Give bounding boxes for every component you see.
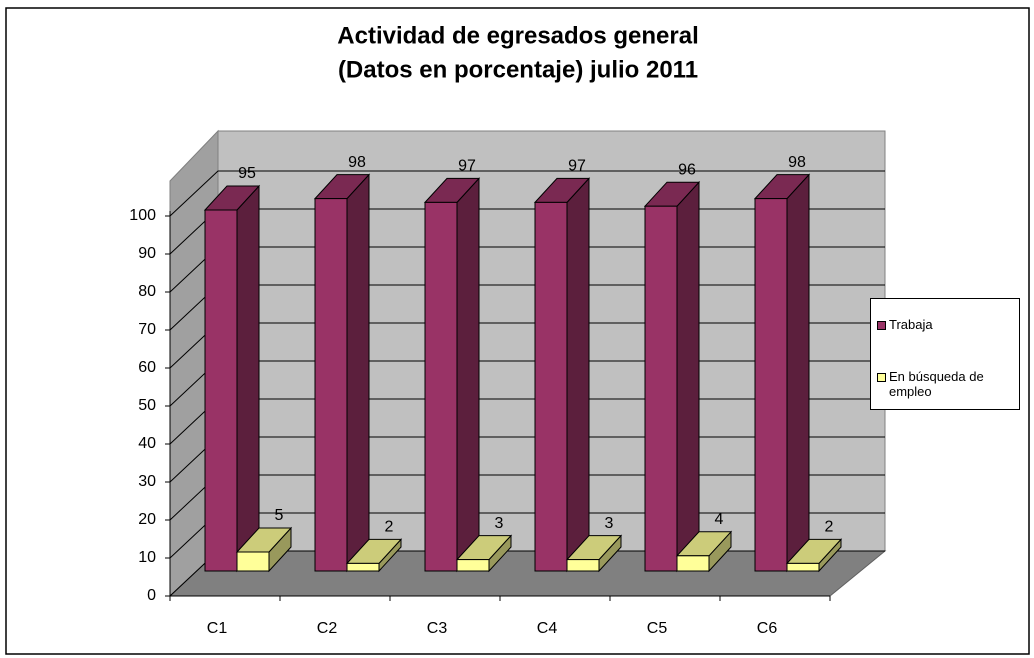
data-label: 3 <box>605 515 614 532</box>
legend: Trabaja En búsqueda de empleo <box>870 298 1020 410</box>
bar <box>424 201 458 572</box>
x-tick-label: C3 <box>427 620 448 637</box>
x-tick-label: C2 <box>317 620 338 637</box>
bar <box>676 555 710 572</box>
bar-side <box>346 173 370 573</box>
y-tick-label: 100 <box>129 207 156 224</box>
bar <box>236 551 270 572</box>
bar <box>754 198 788 572</box>
bar <box>644 205 678 572</box>
data-label: 3 <box>495 515 504 532</box>
bar-side <box>456 177 480 573</box>
legend-label: Trabaja <box>889 317 933 332</box>
data-label: 97 <box>458 158 476 175</box>
bar-side <box>676 180 700 573</box>
bar <box>566 559 600 572</box>
bar-side <box>236 184 260 573</box>
y-tick-label: 0 <box>147 587 156 604</box>
bar <box>786 562 820 572</box>
y-tick-label: 10 <box>138 549 156 566</box>
bar <box>456 559 490 572</box>
chart-title: Actividad de egresados general <box>337 22 698 49</box>
legend-item: En búsqueda de empleo <box>877 369 999 399</box>
data-label: 4 <box>715 511 724 528</box>
x-tick-label: C4 <box>537 620 558 637</box>
data-label: 96 <box>678 161 696 178</box>
data-label: 97 <box>568 158 586 175</box>
bar <box>534 201 568 572</box>
bar <box>204 209 238 572</box>
data-label: 95 <box>238 165 256 182</box>
data-label: 5 <box>275 507 284 524</box>
x-tick-label: C5 <box>647 620 668 637</box>
y-tick-label: 20 <box>138 511 156 528</box>
data-label: 2 <box>385 519 394 536</box>
y-tick-label: 50 <box>138 397 156 414</box>
legend-swatch <box>877 321 886 330</box>
chart-subtitle: (Datos en porcentaje) julio 2011 <box>338 56 698 83</box>
x-tick-label: C1 <box>207 620 228 637</box>
bar <box>346 562 380 572</box>
data-label: 98 <box>348 154 366 171</box>
y-tick-label: 40 <box>138 435 156 452</box>
bar <box>314 198 348 572</box>
bar-side <box>786 173 810 573</box>
y-tick-label: 70 <box>138 321 156 338</box>
y-tick-label: 80 <box>138 283 156 300</box>
legend-label: En búsqueda de empleo <box>889 369 984 399</box>
legend-swatch <box>877 373 886 382</box>
y-tick-label: 30 <box>138 473 156 490</box>
y-tick-label: 90 <box>138 245 156 262</box>
data-label: 98 <box>788 154 806 171</box>
data-label: 2 <box>825 519 834 536</box>
y-tick-label: 60 <box>138 359 156 376</box>
legend-item: Trabaja <box>877 317 999 332</box>
grid-line <box>169 170 885 217</box>
x-tick-label: C6 <box>757 620 778 637</box>
bar-side <box>566 177 590 573</box>
